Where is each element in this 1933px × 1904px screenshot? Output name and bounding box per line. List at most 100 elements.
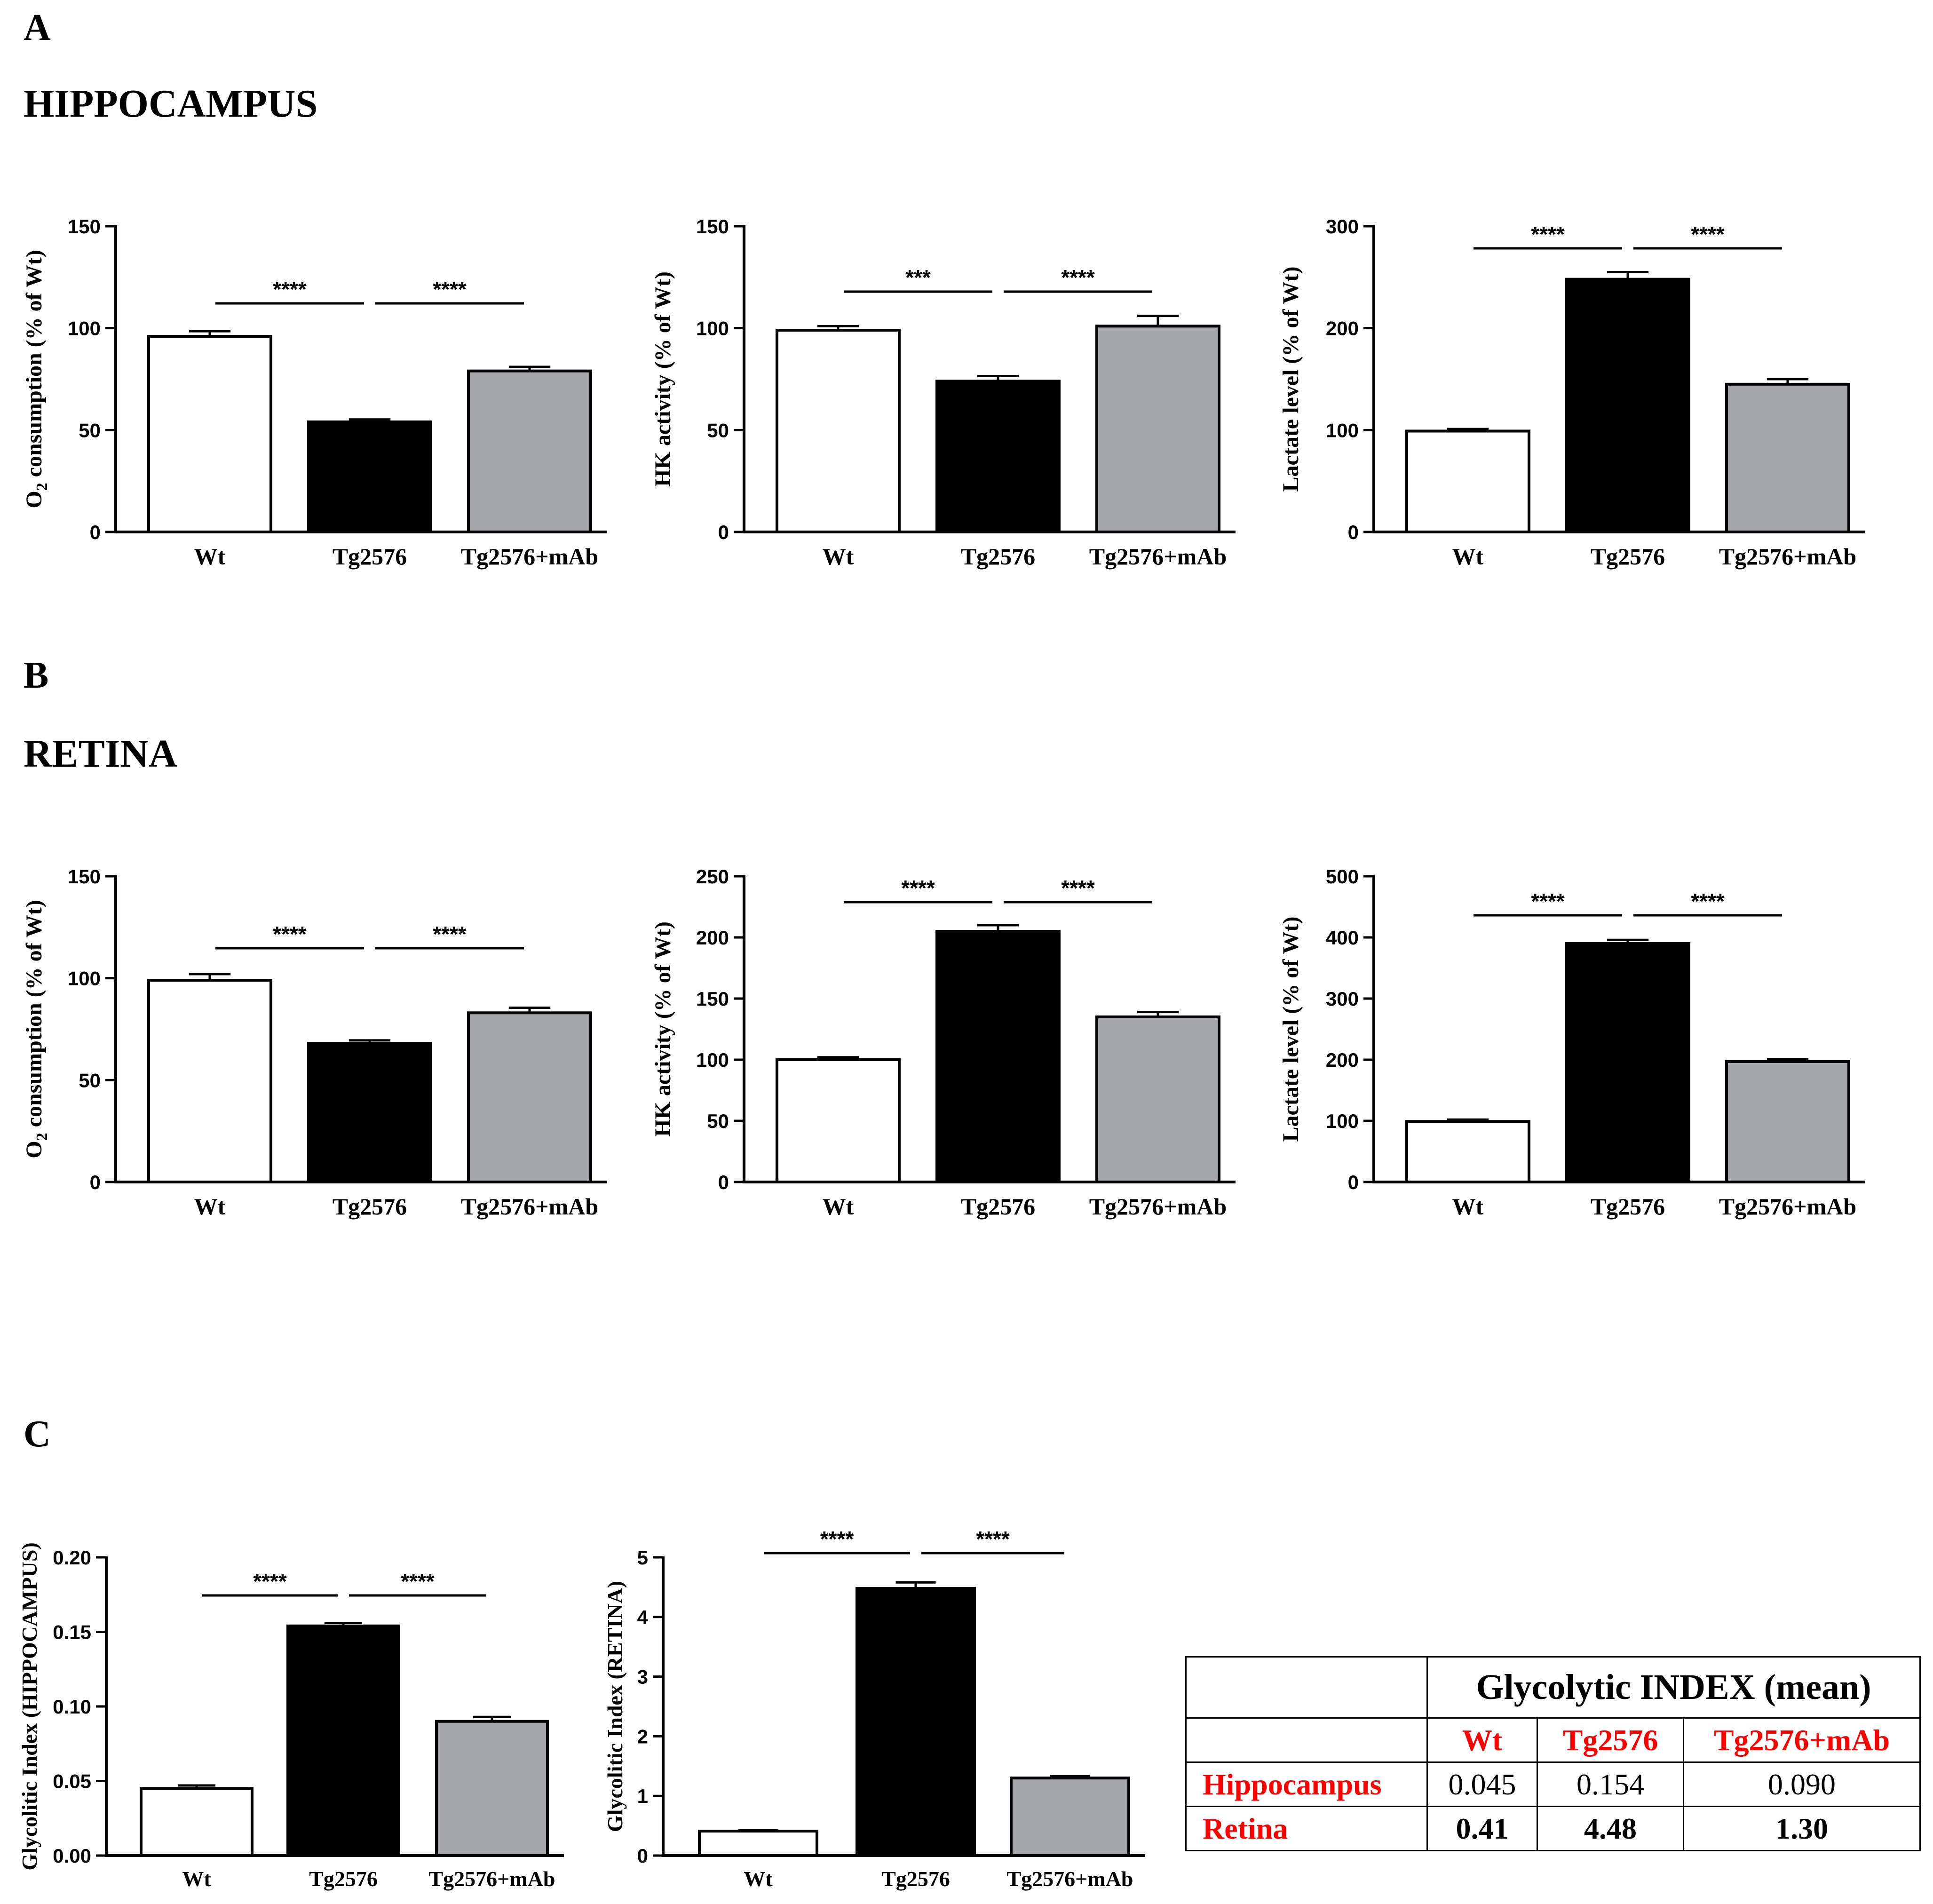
significance-stars: **** bbox=[273, 277, 307, 301]
y-tick-label: 150 bbox=[68, 865, 101, 888]
y-tick-label: 100 bbox=[696, 317, 729, 340]
x-category-label: Tg2576 bbox=[1591, 1193, 1665, 1220]
y-axis-title: Lactate level (% of Wt) bbox=[1278, 267, 1303, 492]
chart-a-hk: 0 50 100 150 HK activity (% of Wt) Wt Tg2576 Tg… bbox=[650, 215, 1236, 570]
y-tick-label: 5 bbox=[637, 1547, 648, 1569]
chart-c-hippo: 0.00 0.05 0.10 0.15 0.20 Glycolitic Index (HI… bbox=[17, 1542, 564, 1891]
bar-tg2576 bbox=[307, 420, 432, 533]
y-tick-label: 50 bbox=[79, 1069, 101, 1091]
table-cell: 0.090 bbox=[1683, 1761, 1921, 1807]
y-tick-label: 0.00 bbox=[53, 1845, 91, 1867]
x-category-label: Tg2576 bbox=[1591, 543, 1665, 570]
significance-stars: *** bbox=[905, 265, 931, 290]
table-col-tg2576: Tg2576 bbox=[1537, 1717, 1684, 1763]
y-axis-title: HK activity (% of Wt) bbox=[650, 271, 675, 487]
significance-stars: **** bbox=[1531, 222, 1565, 246]
y-tick-label: 300 bbox=[1326, 988, 1359, 1010]
y-tick-label: 50 bbox=[79, 419, 101, 441]
y-tick-label: 0 bbox=[1348, 521, 1359, 543]
bar-tg2576-mab bbox=[1010, 1777, 1130, 1857]
panel-letter-c: C bbox=[24, 1413, 51, 1455]
x-category-label: Wt bbox=[1452, 1193, 1484, 1220]
significance-stars: **** bbox=[1061, 265, 1095, 290]
bar-wt bbox=[776, 329, 901, 533]
y-tick-label: 0 bbox=[90, 1171, 101, 1193]
y-tick-label: 0 bbox=[718, 521, 729, 543]
bar-tg2576-mab bbox=[1725, 1060, 1850, 1183]
table-col-wt: Wt bbox=[1426, 1717, 1538, 1763]
significance-stars: **** bbox=[976, 1527, 1010, 1551]
significance-stars: **** bbox=[401, 1569, 435, 1594]
bar-tg2576 bbox=[1565, 942, 1690, 1183]
y-tick-label: 200 bbox=[1326, 317, 1359, 340]
table-empty-cell bbox=[1185, 1717, 1428, 1763]
x-category-label: Wt bbox=[823, 543, 854, 570]
y-tick-label: 500 bbox=[1326, 865, 1359, 888]
y-tick-label: 100 bbox=[1326, 419, 1359, 441]
x-category-label: Tg2576 bbox=[961, 1193, 1035, 1220]
y-tick-label: 4 bbox=[637, 1606, 649, 1628]
x-category-label: Wt bbox=[194, 543, 226, 570]
chart-b-o2: 0 50 100 150 O2 consumption (% of Wt) Wt Tg257… bbox=[22, 865, 607, 1220]
table-row-retina: Retina 0.41 4.48 1.30 bbox=[1185, 1806, 1921, 1851]
table-row-label: Retina bbox=[1185, 1806, 1428, 1851]
table-col-tg2576-mab: Tg2576+mAb bbox=[1683, 1717, 1921, 1763]
y-tick-label: 0.20 bbox=[53, 1547, 91, 1569]
bar-tg2576 bbox=[856, 1587, 976, 1857]
panel-letter-b: B bbox=[24, 655, 48, 696]
significance-stars: **** bbox=[433, 277, 467, 301]
x-category-label: Tg2576+mAb bbox=[461, 1193, 598, 1220]
table-corner-cell bbox=[1185, 1656, 1428, 1719]
y-axis-title: Lactate level (% of Wt) bbox=[1278, 917, 1303, 1142]
x-category-label: Wt bbox=[744, 1867, 773, 1891]
chart-c-retina: 0 1 2 3 4 5 Glycolitic Index (RETINA) Wt Tg2576 T… bbox=[603, 1527, 1145, 1891]
panel-letter-a: A bbox=[24, 7, 51, 48]
y-tick-label: 100 bbox=[696, 1049, 729, 1071]
y-tick-label: 0 bbox=[637, 1845, 648, 1867]
y-tick-label: 100 bbox=[1326, 1110, 1359, 1132]
y-axis-title: Glycolitic Index (HIPPOCAMPUS) bbox=[17, 1542, 41, 1871]
x-category-label: Wt bbox=[823, 1193, 854, 1220]
y-tick-label: 200 bbox=[696, 927, 729, 949]
significance-stars: **** bbox=[253, 1569, 287, 1594]
section-title-hippocampus: HIPPOCAMPUS bbox=[24, 82, 317, 126]
bar-tg2576-mab bbox=[1725, 382, 1850, 533]
x-category-label: Tg2576+mAb bbox=[1006, 1867, 1133, 1891]
chart-b-lactate: 0 100 200 300 400 500 Lactate level (% of Wt) W… bbox=[1278, 865, 1865, 1220]
significance-stars: **** bbox=[820, 1527, 854, 1551]
y-tick-label: 150 bbox=[68, 215, 101, 238]
bar-tg2576-mab bbox=[467, 369, 592, 534]
x-category-label: Tg2576+mAb bbox=[461, 543, 598, 570]
y-tick-label: 1 bbox=[637, 1785, 648, 1807]
bar-wt bbox=[1405, 429, 1530, 533]
x-category-label: Wt bbox=[182, 1867, 211, 1891]
y-tick-label: 0 bbox=[90, 521, 101, 543]
x-category-label: Tg2576+mAb bbox=[1719, 1193, 1856, 1220]
bar-tg2576-mab bbox=[1095, 325, 1220, 533]
bar-tg2576 bbox=[307, 1042, 432, 1183]
y-tick-label: 0 bbox=[1348, 1171, 1359, 1193]
x-category-label: Tg2576+mAb bbox=[1719, 543, 1856, 570]
x-category-label: Tg2576 bbox=[309, 1867, 378, 1891]
bar-tg2576 bbox=[935, 930, 1061, 1183]
significance-stars: **** bbox=[1691, 889, 1725, 913]
y-tick-label: 150 bbox=[696, 988, 729, 1010]
significance-stars: **** bbox=[1531, 889, 1565, 913]
bar-wt bbox=[147, 335, 272, 533]
significance-stars: **** bbox=[433, 922, 467, 946]
y-tick-label: 250 bbox=[696, 865, 729, 888]
y-tick-label: 0.05 bbox=[53, 1770, 91, 1793]
y-axis-title: O2 consumption (% of Wt) bbox=[22, 900, 51, 1158]
y-tick-label: 100 bbox=[68, 968, 101, 990]
x-category-label: Tg2576+mAb bbox=[1089, 543, 1227, 570]
table-row-hippocampus: Hippocampus 0.045 0.154 0.090 bbox=[1185, 1761, 1921, 1807]
x-category-label: Tg2576 bbox=[961, 543, 1035, 570]
x-category-label: Tg2576 bbox=[333, 1193, 407, 1220]
bar-tg2576 bbox=[935, 380, 1061, 533]
y-tick-label: 0.15 bbox=[53, 1621, 91, 1643]
bar-wt bbox=[776, 1058, 901, 1183]
y-axis-title: O2 consumption (% of Wt) bbox=[22, 250, 51, 508]
bar-wt bbox=[147, 979, 272, 1183]
bar-tg2576-mab bbox=[467, 1011, 592, 1183]
x-category-label: Tg2576+mAb bbox=[1089, 1193, 1227, 1220]
